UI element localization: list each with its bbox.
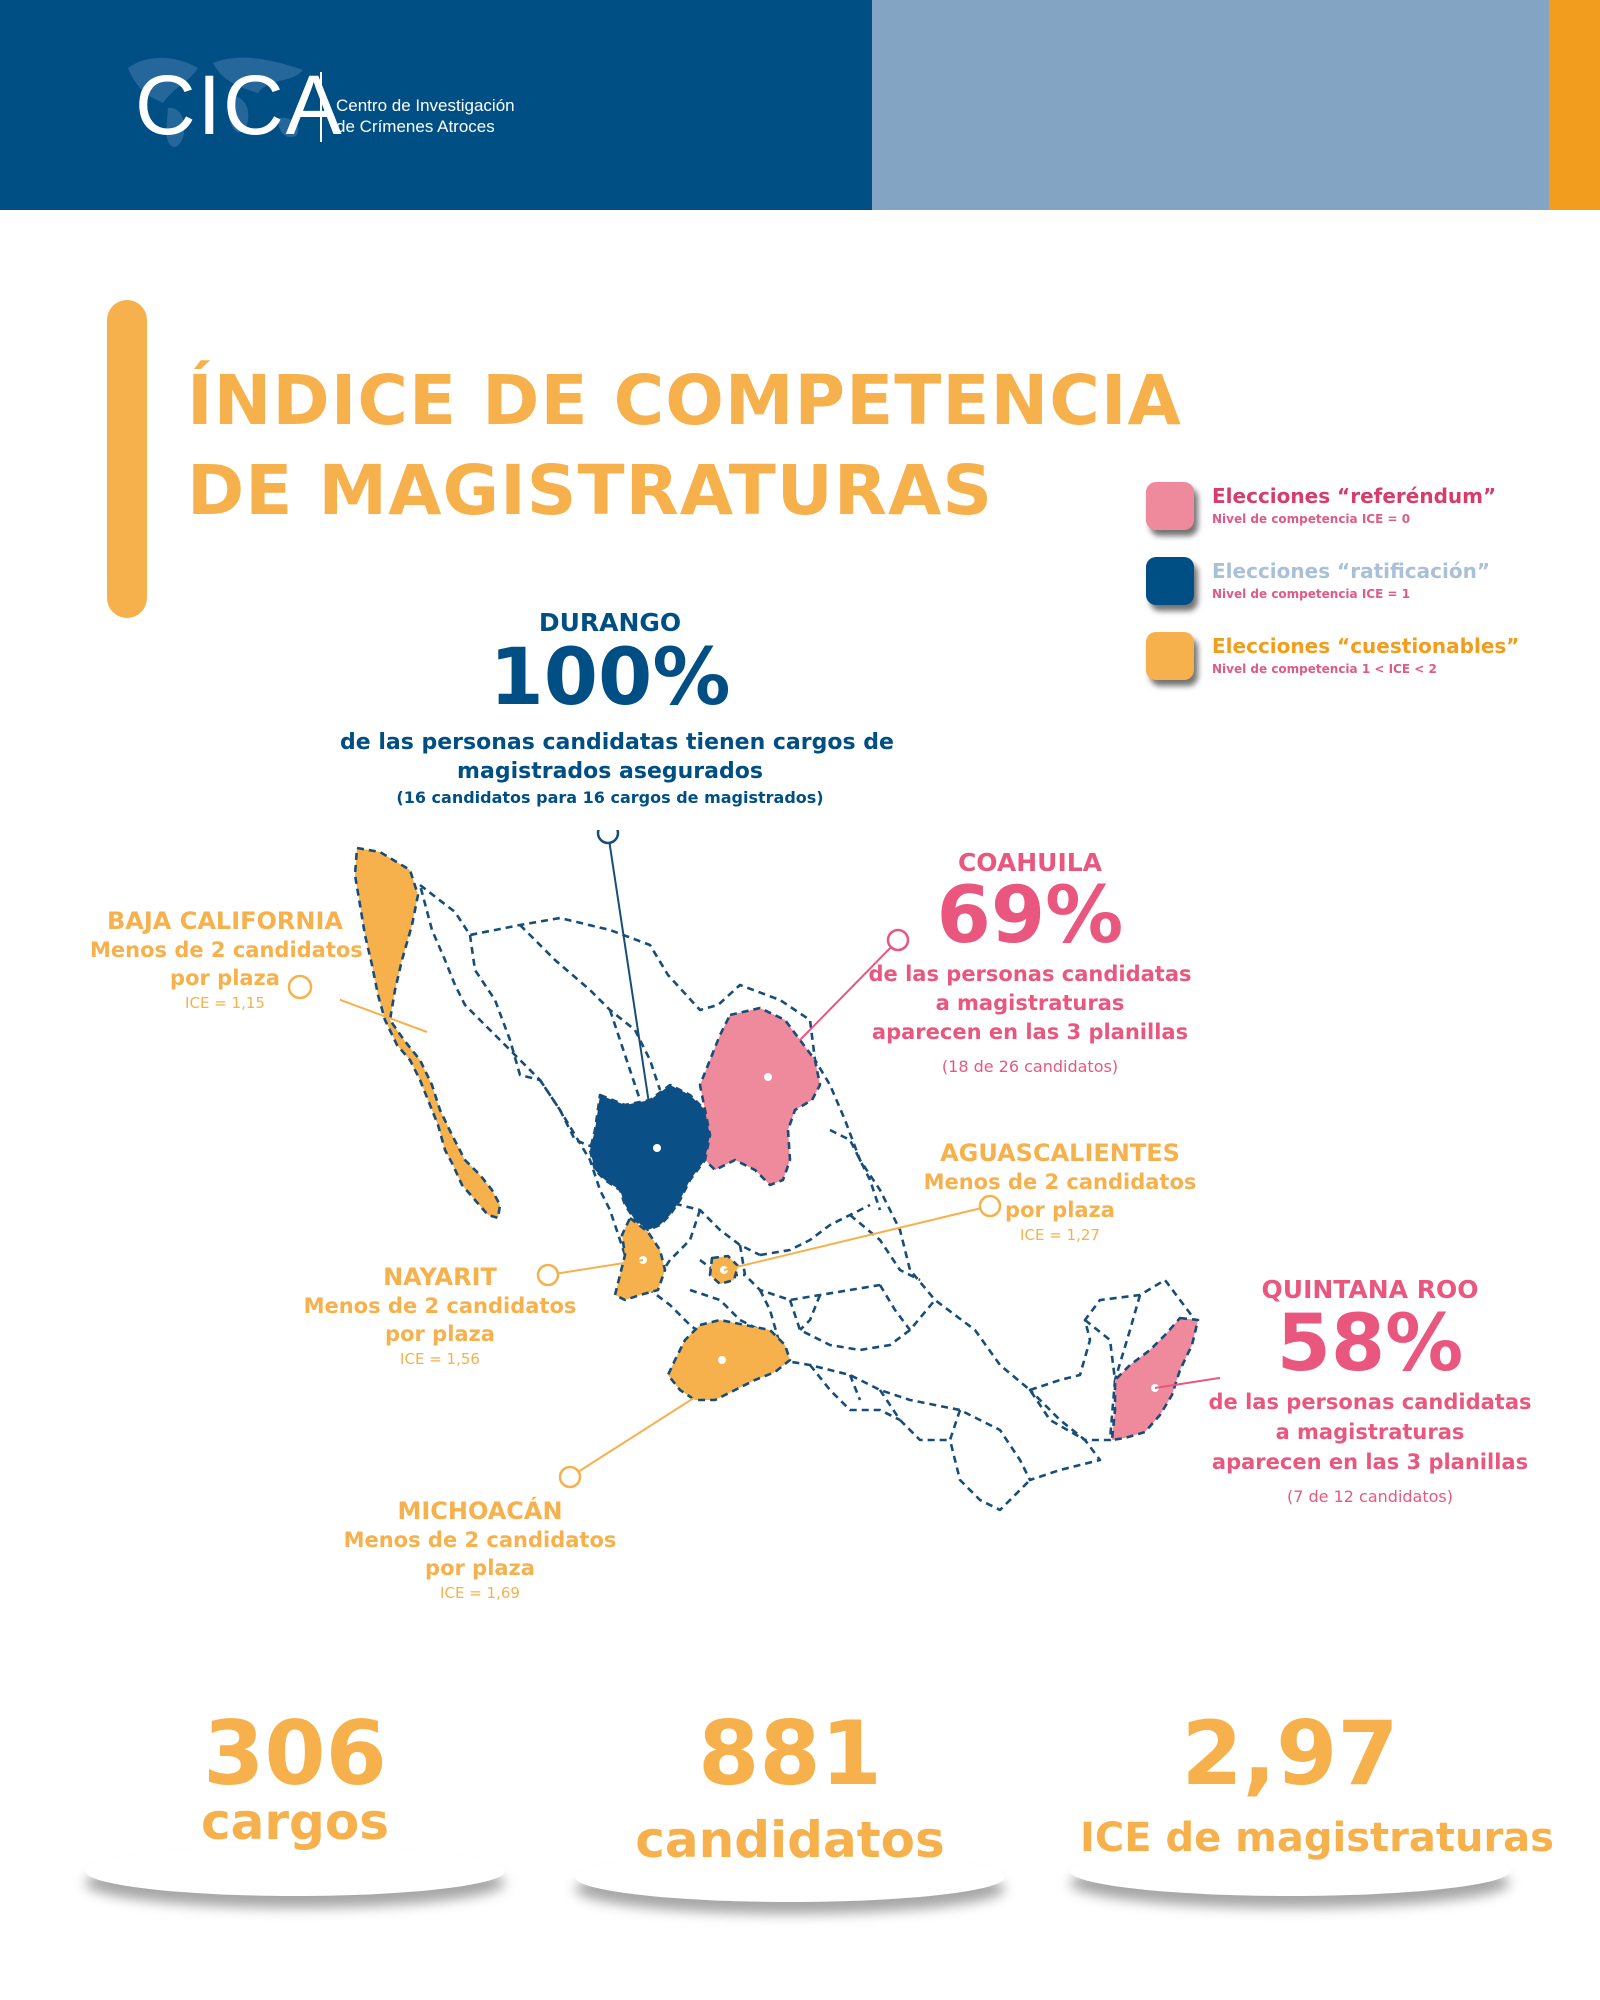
stat-cargos-label: cargos bbox=[201, 1793, 389, 1851]
stat-ice-label: ICE de magistraturas bbox=[1080, 1815, 1554, 1861]
coahuila-region bbox=[698, 1006, 822, 1187]
coahuila-desc3: aparecen en las 3 planillas bbox=[871, 1020, 1189, 1044]
quintana-roo-desc2: a magistraturas bbox=[1275, 1420, 1465, 1444]
aguascalientes-ice: ICE = 1,27 bbox=[1020, 1226, 1100, 1244]
legend-sub-ratificacion: Nivel de competencia ICE = 1 bbox=[1212, 587, 1411, 601]
stat-pill-cargos bbox=[85, 1846, 505, 1896]
michoacan-marker bbox=[718, 1356, 726, 1364]
baja-california-state: BAJA CALIFORNIA bbox=[106, 907, 343, 935]
coahuila-value: 69% bbox=[936, 871, 1124, 961]
durango-value: 100% bbox=[489, 633, 731, 723]
stat-cargos-value: 306 bbox=[203, 1702, 387, 1805]
world-map-icon bbox=[128, 57, 303, 148]
baja-california-region bbox=[353, 846, 502, 1220]
stat-pill-ice bbox=[1070, 1846, 1510, 1896]
aguascalientes-desc2: por plaza bbox=[1005, 1198, 1115, 1222]
logo: CICA bbox=[135, 58, 344, 152]
baja-california-pin bbox=[287, 974, 313, 1000]
michoacan-state: MICHOACÁN bbox=[397, 1497, 563, 1525]
michoacan-ice: ICE = 1,69 bbox=[440, 1584, 520, 1602]
legend-label-cuestionables: Elecciones “cuestionables” bbox=[1212, 634, 1520, 658]
stat-candidatos-value: 881 bbox=[698, 1702, 882, 1805]
michoacan-callout: MICHOACÁN Menos de 2 candidatos por plaz… bbox=[340, 1496, 620, 1604]
stat-ice: 2,97 ICE de magistraturas bbox=[1080, 1702, 1554, 1861]
header-accent-band bbox=[1549, 0, 1600, 210]
stat-candidatos-label: candidatos bbox=[635, 1811, 945, 1869]
aguascalientes-desc1: Menos de 2 candidatos bbox=[923, 1170, 1197, 1194]
org-name: Centro de Investigación de Crímenes Atro… bbox=[336, 95, 576, 137]
org-name-line1: Centro de Investigación bbox=[336, 96, 515, 115]
quintana-roo-desc1: de las personas candidatas bbox=[1208, 1390, 1532, 1414]
durango-note: (16 candidatos para 16 cargos de magistr… bbox=[396, 788, 824, 807]
legend-swatch-cuestionables bbox=[1146, 632, 1194, 680]
durango-callout: DURANGO 100% de las personas candidatas … bbox=[340, 608, 894, 810]
quintana-roo-region bbox=[1110, 1316, 1200, 1442]
legend-label-ratificacion: Elecciones “ratificación” bbox=[1212, 559, 1490, 583]
baja-california-desc1: Menos de 2 candidatos bbox=[90, 938, 363, 962]
aguascalientes-state: AGUASCALIENTES bbox=[940, 1139, 1180, 1167]
durango-marker bbox=[653, 1144, 661, 1152]
nayarit-desc2: por plaza bbox=[385, 1322, 495, 1346]
quintana-roo-note: (7 de 12 candidatos) bbox=[1287, 1487, 1453, 1506]
michoacan-desc2: por plaza bbox=[425, 1556, 535, 1580]
nayarit-callout: NAYARIT Menos de 2 candidatos por plaza … bbox=[300, 1262, 580, 1370]
aguascalientes-callout: AGUASCALIENTES Menos de 2 candidatos por… bbox=[900, 1138, 1220, 1246]
coahuila-desc2: a magistraturas bbox=[935, 991, 1125, 1015]
coahuila-note: (18 de 26 candidatos) bbox=[941, 1057, 1119, 1076]
baja-california-callout: BAJA CALIFORNIA Menos de 2 candidatos po… bbox=[90, 906, 363, 1014]
yucatan-outline bbox=[1028, 1278, 1197, 1442]
mexico-outline bbox=[418, 883, 1102, 1482]
title-accent-bar bbox=[107, 300, 147, 618]
header-light-band bbox=[872, 0, 1549, 210]
legend-sub-referendum: Nivel de competencia ICE = 0 bbox=[1212, 512, 1411, 526]
legend-label-referendum: Elecciones “referéndum” bbox=[1212, 484, 1497, 508]
leader-lines bbox=[340, 830, 1220, 1489]
michoacan-desc1: Menos de 2 candidatos bbox=[343, 1528, 617, 1552]
mexico-map: .bd { fill:none; stroke:#174d78; stroke-… bbox=[340, 830, 1220, 1512]
org-name-line2: de Crímenes Atroces bbox=[336, 117, 495, 136]
durango-state: DURANGO bbox=[538, 608, 682, 637]
durango-desc1: de las personas candidatas tienen cargos… bbox=[340, 730, 894, 755]
stat-cargos: 306 cargos bbox=[100, 1702, 490, 1851]
page-title: ÍNDICE DE COMPETENCIA DE MAGISTRATURAS bbox=[187, 356, 1187, 536]
durango-region bbox=[588, 1083, 712, 1232]
logo-separator bbox=[320, 72, 322, 142]
page-title-line2: DE MAGISTRATURAS bbox=[187, 451, 994, 531]
nayarit-desc1: Menos de 2 candidatos bbox=[303, 1294, 577, 1318]
coahuila-desc1: de las personas candidatas bbox=[868, 962, 1192, 986]
legend-swatch-referendum bbox=[1146, 482, 1194, 530]
baja-california-ice: ICE = 1,15 bbox=[185, 994, 265, 1012]
legend-sub-cuestionables: Nivel de competencia 1 < ICE < 2 bbox=[1212, 662, 1437, 676]
stat-pill-candidatos bbox=[575, 1852, 1005, 1902]
legend-swatch-ratificacion bbox=[1146, 557, 1194, 605]
coahuila-callout: COAHUILA 69% de las personas candidatas … bbox=[860, 848, 1200, 1079]
quintana-roo-value: 58% bbox=[1276, 1299, 1464, 1389]
quintana-roo-state: QUINTANA ROO bbox=[1261, 1275, 1479, 1304]
stat-ice-value: 2,97 bbox=[1181, 1702, 1399, 1805]
nayarit-ice: ICE = 1,56 bbox=[400, 1350, 480, 1368]
header-band bbox=[0, 0, 872, 210]
coahuila-state: COAHUILA bbox=[957, 848, 1103, 877]
quintana-roo-desc3: aparecen en las 3 planillas bbox=[1211, 1450, 1529, 1474]
quintana-roo-callout: QUINTANA ROO 58% de las personas candida… bbox=[1200, 1275, 1540, 1509]
durango-desc2: magistrados asegurados bbox=[457, 759, 763, 784]
baja-california-desc2: por plaza bbox=[170, 966, 280, 990]
stat-candidatos: 881 candidatos bbox=[590, 1702, 990, 1869]
coahuila-marker bbox=[764, 1073, 772, 1081]
page-title-line1: ÍNDICE DE COMPETENCIA bbox=[187, 361, 1182, 441]
nayarit-state: NAYARIT bbox=[383, 1263, 497, 1291]
michoacan-region bbox=[666, 1318, 792, 1402]
